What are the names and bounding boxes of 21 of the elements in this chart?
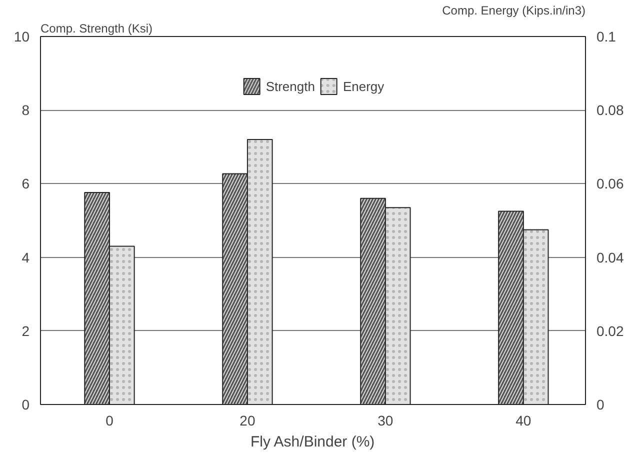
x-tick-label: 0 [106, 412, 114, 428]
legend-label: Strength [266, 78, 315, 94]
y2-tick-label: 0.04 [596, 249, 624, 266]
x-tick-label: 40 [516, 412, 532, 428]
y-tick-label: 4 [22, 249, 30, 266]
legend-label: Energy [342, 78, 384, 94]
y-tick-label: 6 [22, 176, 30, 192]
y-tick-label: 2 [22, 322, 30, 339]
y-tick-label: 10 [14, 28, 30, 44]
y-axis-title: Comp. Strength (Ksi) [40, 22, 153, 36]
y2-tick-label: 0.1 [596, 28, 616, 44]
x-tick-label: 20 [240, 412, 256, 428]
y2-tick-label: 0.02 [596, 322, 624, 339]
y2-axis-title: Comp. Energy (Kips.in/in3) [442, 4, 586, 18]
y-tick-label: 8 [22, 102, 30, 118]
x-axis-title: Fly Ash/Binder (%) [250, 434, 375, 450]
y2-tick-label: 0.08 [596, 102, 624, 118]
y-tick-label: 0 [22, 396, 30, 412]
x-tick-label: 30 [378, 412, 394, 428]
y2-tick-label: 0 [596, 396, 604, 412]
y2-tick-label: 0.06 [596, 176, 624, 192]
